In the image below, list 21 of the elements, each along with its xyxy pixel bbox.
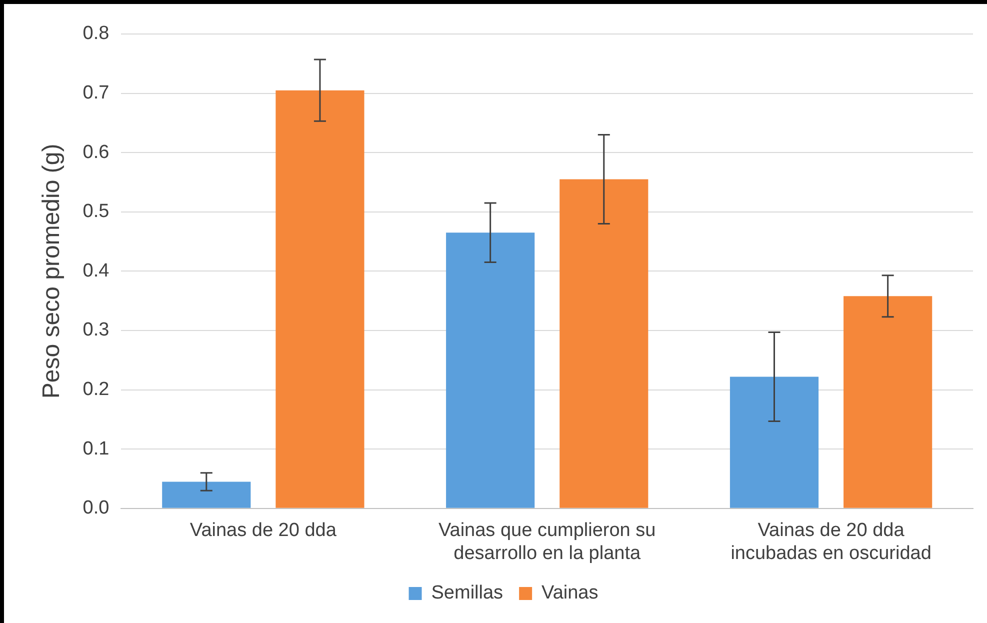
bar: [162, 482, 251, 508]
bar: [446, 232, 535, 508]
bar: [276, 90, 364, 508]
y-tick-label: 0.4: [82, 260, 110, 282]
bar: [844, 296, 932, 508]
y-tick-label: 0.8: [82, 23, 110, 44]
x-tick-label: Vainas que cumplieron su desarrollo en la planta: [438, 520, 656, 564]
bar: [730, 376, 819, 508]
y-tick-label: 0.6: [82, 142, 110, 163]
y-tick-label: 0.3: [82, 320, 110, 341]
y-tick-label: 0.7: [82, 82, 110, 104]
y-tick-label: 0.1: [82, 438, 110, 460]
y-axis-title: Peso seco promedio (g): [38, 144, 66, 399]
y-tick-label: 0.2: [82, 379, 110, 400]
bar: [560, 179, 648, 508]
x-tick-label: Vainas de 20 dda incubadas en oscuridad: [730, 520, 932, 564]
y-tick-label: 0.0: [82, 498, 110, 519]
y-tick-label: 0.5: [82, 201, 110, 222]
legend-label: Vainas: [542, 582, 598, 604]
legend-label: Semillas: [431, 582, 504, 604]
x-tick-label: Vainas de 20 dda: [190, 520, 337, 542]
